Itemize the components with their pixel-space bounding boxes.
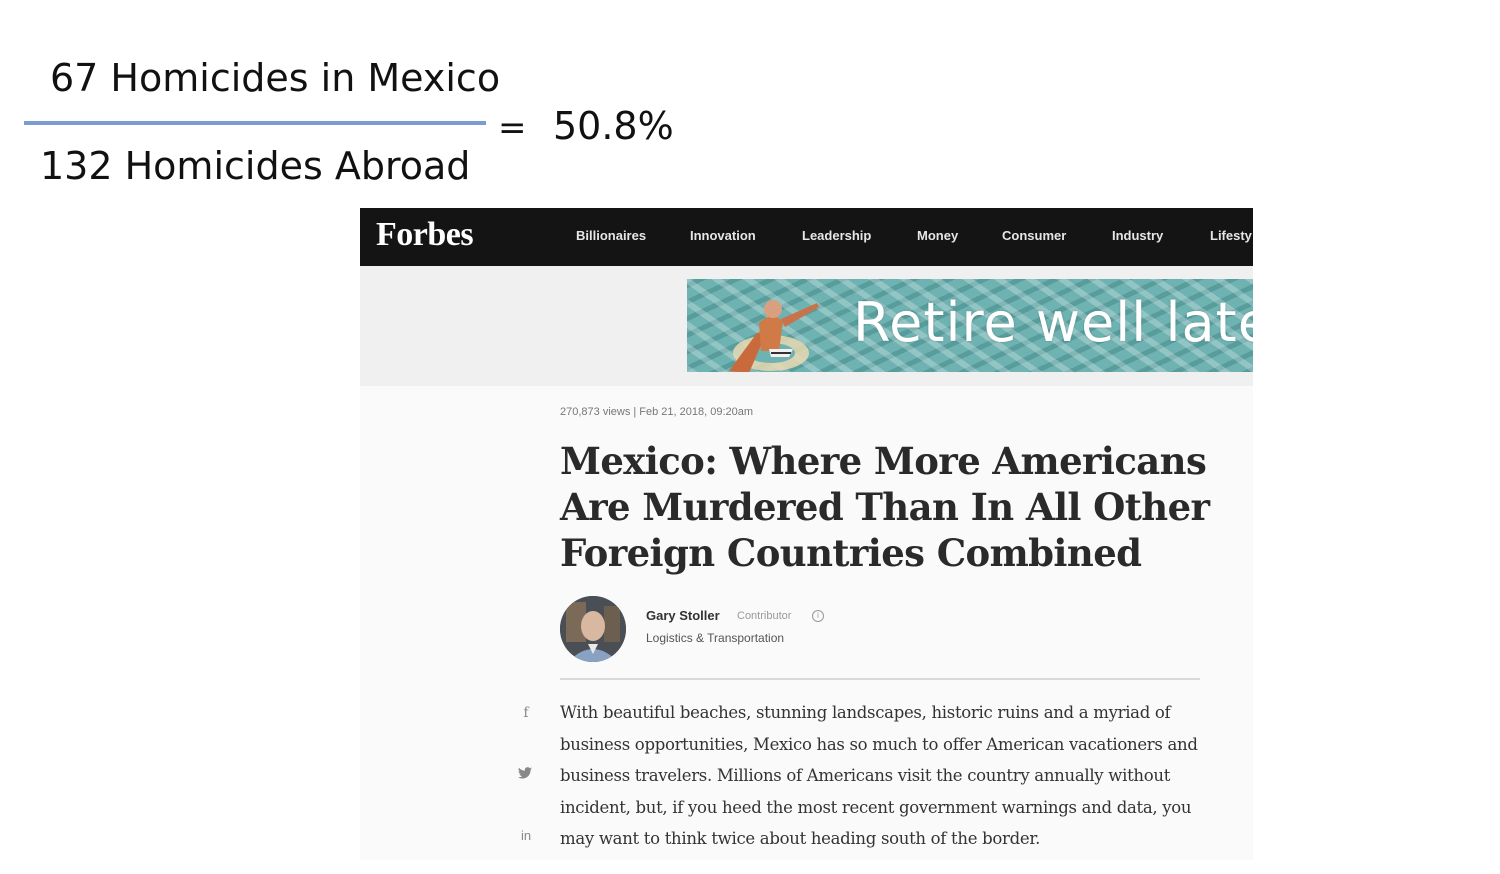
article-meta: 270,873 views | Feb 21, 2018, 09:20am xyxy=(560,406,754,418)
nav-item-leadership[interactable]: Leadership xyxy=(802,228,872,243)
forbes-article-screenshot: Forbes Billionaires Innovation Leadershi… xyxy=(360,208,1253,860)
retirement-ad-banner[interactable]: Retire well late xyxy=(687,279,1253,372)
author-topic[interactable]: Logistics & Transportation xyxy=(646,631,785,645)
fraction-numerator: 67 Homicides in Mexico xyxy=(50,56,501,100)
ad-headline: Retire well late xyxy=(853,291,1253,354)
facebook-icon[interactable]: f xyxy=(523,705,529,721)
author-photo xyxy=(560,596,626,662)
swimmer-illustration xyxy=(729,300,819,372)
nav-item-billionaires[interactable]: Billionaires xyxy=(576,228,647,243)
article-headline: Mexico: Where More Americans Are Murdere… xyxy=(560,439,1210,575)
nav-item-industry[interactable]: Industry xyxy=(1112,228,1164,243)
nav-item-innovation[interactable]: Innovation xyxy=(690,228,756,243)
equals-sign: = xyxy=(498,108,527,148)
nav-item-consumer[interactable]: Consumer xyxy=(1002,228,1067,243)
divider xyxy=(560,678,1200,680)
twitter-icon[interactable] xyxy=(518,767,532,779)
top-navigation-bar: Forbes Billionaires Innovation Leadershi… xyxy=(360,208,1253,266)
info-icon[interactable]: i xyxy=(812,610,824,622)
fraction-denominator: 132 Homicides Abroad xyxy=(40,144,471,188)
fraction-result: 50.8% xyxy=(553,104,674,148)
author-name[interactable]: Gary Stoller xyxy=(646,608,720,623)
author-avatar[interactable] xyxy=(560,596,626,662)
author-role: Contributor xyxy=(737,610,792,622)
nav-item-lifestyle[interactable]: Lifesty xyxy=(1210,228,1252,243)
article-body: With beautiful beaches, stunning landsca… xyxy=(560,703,1198,848)
nav-item-money[interactable]: Money xyxy=(917,228,959,243)
forbes-logo[interactable]: Forbes xyxy=(376,216,474,253)
fraction-bar xyxy=(24,121,486,125)
ad-band: Retire well late xyxy=(360,266,1253,386)
linkedin-icon[interactable]: in xyxy=(520,828,532,843)
